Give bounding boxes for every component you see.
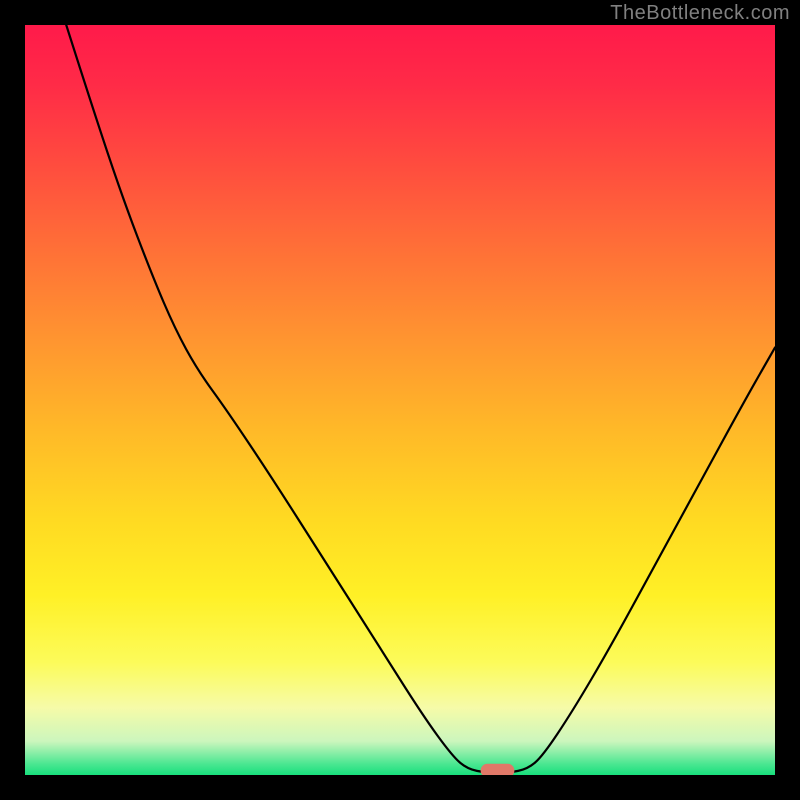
watermark-text: TheBottleneck.com — [610, 2, 790, 25]
optimum-marker — [481, 764, 515, 775]
bottleneck-curve-chart — [25, 25, 775, 775]
chart-background — [25, 25, 775, 775]
chart-container — [25, 25, 775, 775]
